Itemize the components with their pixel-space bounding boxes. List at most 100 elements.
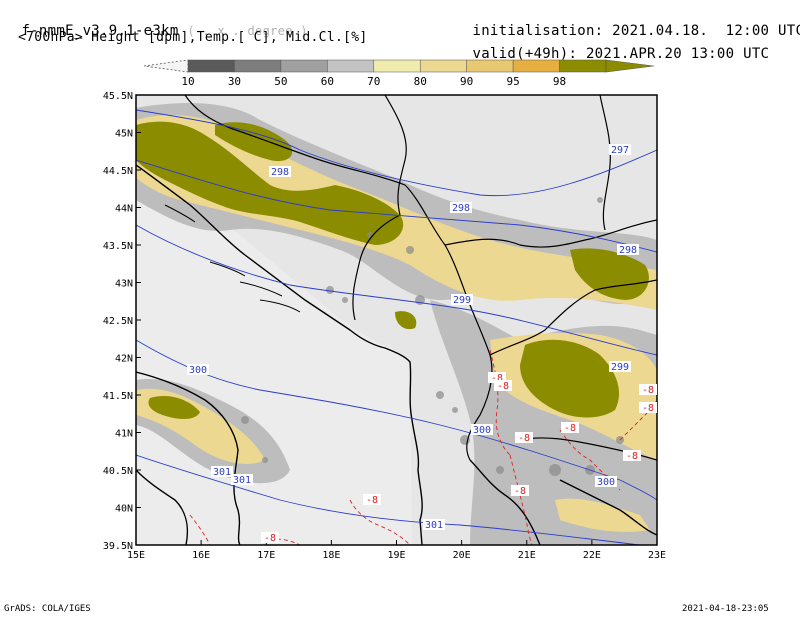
temperature-contour-label: -8 xyxy=(626,451,638,462)
model-title: f-nmmE_v3.9.1-e3km ( . x . degree ) xyxy=(4,7,308,39)
latitude-label: 39.5N xyxy=(103,541,133,552)
height-contours xyxy=(136,109,657,545)
colorbar-level-label: 70 xyxy=(367,75,380,88)
temperature-contour-label: -8 xyxy=(564,423,576,434)
init-time: 12:00 UTC xyxy=(725,23,800,39)
longitude-label: 18E xyxy=(322,550,340,561)
valid-time: 13:00 UTC xyxy=(690,46,770,62)
colorbar-level-label: 60 xyxy=(321,75,334,88)
temperature-contour-label: -8 xyxy=(264,533,276,544)
colorbar-level-label: 90 xyxy=(460,75,473,88)
islands xyxy=(164,204,301,313)
height-contour-label: 300 xyxy=(597,477,615,488)
height-label-bg xyxy=(231,474,253,485)
temperature-contour-label: -8 xyxy=(491,373,503,384)
height-contour-label: 298 xyxy=(452,203,470,214)
height-contour-label: 301 xyxy=(233,475,251,486)
colorbar-level-label: 10 xyxy=(181,75,194,88)
longitude-label: 23E xyxy=(648,550,666,561)
height-label-bg xyxy=(471,424,493,435)
latitude-label: 43N xyxy=(115,279,133,290)
model-name: f-nmmE_v3.9.1-e3km xyxy=(21,23,179,39)
map-frame xyxy=(135,94,658,546)
latitude-label: 42.5N xyxy=(103,316,133,327)
latitude-label: 45.5N xyxy=(103,91,133,102)
temp-label-bg xyxy=(494,380,512,391)
temperature-contour-label: -8 xyxy=(642,403,654,414)
temperature-contour-label: -8 xyxy=(642,385,654,396)
subtitle: <700hPa> Height [dpm],Temp.[ C], Mid.Cl.… xyxy=(18,30,368,45)
height-contour-label: 300 xyxy=(189,365,207,376)
temperature-contour-labels: -8-8-8-8-8-8-8-8-8-8 xyxy=(261,372,657,544)
init-date: 2021.04.18. xyxy=(612,23,709,39)
temp-label-bg xyxy=(363,494,381,505)
height-label-bg xyxy=(609,144,631,155)
temperature-contour-label: -8 xyxy=(366,495,378,506)
init-label: initialisation: xyxy=(472,23,604,39)
height-contour-label: 298 xyxy=(619,245,637,256)
footer-left: GrADS: COLA/IGES xyxy=(4,604,91,614)
height-contour-label: 299 xyxy=(453,295,471,306)
latitude-label: 42N xyxy=(115,354,133,365)
longitude-label: 17E xyxy=(257,550,275,561)
temp-label-bg xyxy=(561,422,579,433)
colorbar-level-label: 50 xyxy=(274,75,287,88)
longitude-axis: 15E 16E 17E 18E 19E 20E 21E 22E 23E xyxy=(127,550,666,561)
temp-label-bg xyxy=(261,532,279,543)
footer-right: 2021-04-18-23:05 xyxy=(682,604,769,614)
height-contour-label: 301 xyxy=(425,520,443,531)
latitude-axis: 45.5N 45N 44.5N 44N 43.5N 43N 42.5N 42N 41.5N 41N… xyxy=(103,91,133,552)
height-contour-label: 301 xyxy=(213,467,231,478)
temp-label-bg xyxy=(639,384,657,395)
height-contour-label: 297 xyxy=(611,145,629,156)
latitude-label: 44.5N xyxy=(103,166,133,177)
valid-label: valid(+49h): xyxy=(472,46,578,62)
height-contour-label: 300 xyxy=(473,425,491,436)
init-line: initialisation: 2021.04.18. 12:00 UTC xyxy=(455,7,800,39)
coastlines xyxy=(136,164,657,545)
model-suffix: ( . x . degree ) xyxy=(187,24,308,38)
colorbar-level-label: 80 xyxy=(414,75,427,88)
temperature-contour-label: -8 xyxy=(497,381,509,392)
latitude-label: 41N xyxy=(115,429,133,440)
temp-label-bg xyxy=(623,450,641,461)
height-label-bg xyxy=(609,361,631,372)
longitude-label: 15E xyxy=(127,550,145,561)
latitude-label: 44N xyxy=(115,204,133,215)
valid-line: valid(+49h): 2021.APR.20 13:00 UTC xyxy=(455,30,769,62)
height-label-bg xyxy=(211,466,233,477)
cloud-olive-layer xyxy=(136,121,649,419)
latitude-label: 41.5N xyxy=(103,391,133,402)
longitude-label: 16E xyxy=(192,550,210,561)
temperature-contour-label: -8 xyxy=(518,433,530,444)
temp-label-bg xyxy=(515,432,533,443)
height-contour-label: 298 xyxy=(271,167,289,178)
latitude-label: 45N xyxy=(115,129,133,140)
colorbar-high-arrow xyxy=(605,59,655,73)
height-label-bg xyxy=(617,244,639,255)
colorbar: 10 30 50 60 70 80 90 95 98 xyxy=(143,59,655,88)
latitude-label: 40N xyxy=(115,504,133,515)
longitude-label: 21E xyxy=(518,550,536,561)
valid-date: 2021.APR.20 xyxy=(585,46,682,62)
height-label-bg xyxy=(423,519,445,530)
height-contour-label: 299 xyxy=(611,362,629,373)
temperature-contour-label: -8 xyxy=(514,486,526,497)
latitude-label: 43.5N xyxy=(103,241,133,252)
grid-ticks xyxy=(136,95,657,545)
longitude-label: 19E xyxy=(387,550,405,561)
longitude-label: 22E xyxy=(583,550,601,561)
longitude-label: 20E xyxy=(453,550,471,561)
temp-label-bg xyxy=(639,402,657,413)
height-label-bg xyxy=(451,294,473,305)
height-label-bg xyxy=(450,202,472,213)
colorbar-level-label: 95 xyxy=(506,75,519,88)
height-label-bg xyxy=(269,166,291,177)
height-label-bg xyxy=(595,476,617,487)
colorbar-level-label: 98 xyxy=(553,75,566,88)
colorbar-low-arrow xyxy=(143,59,189,73)
temp-label-bg xyxy=(511,485,529,496)
colorbar-level-label: 30 xyxy=(228,75,241,88)
